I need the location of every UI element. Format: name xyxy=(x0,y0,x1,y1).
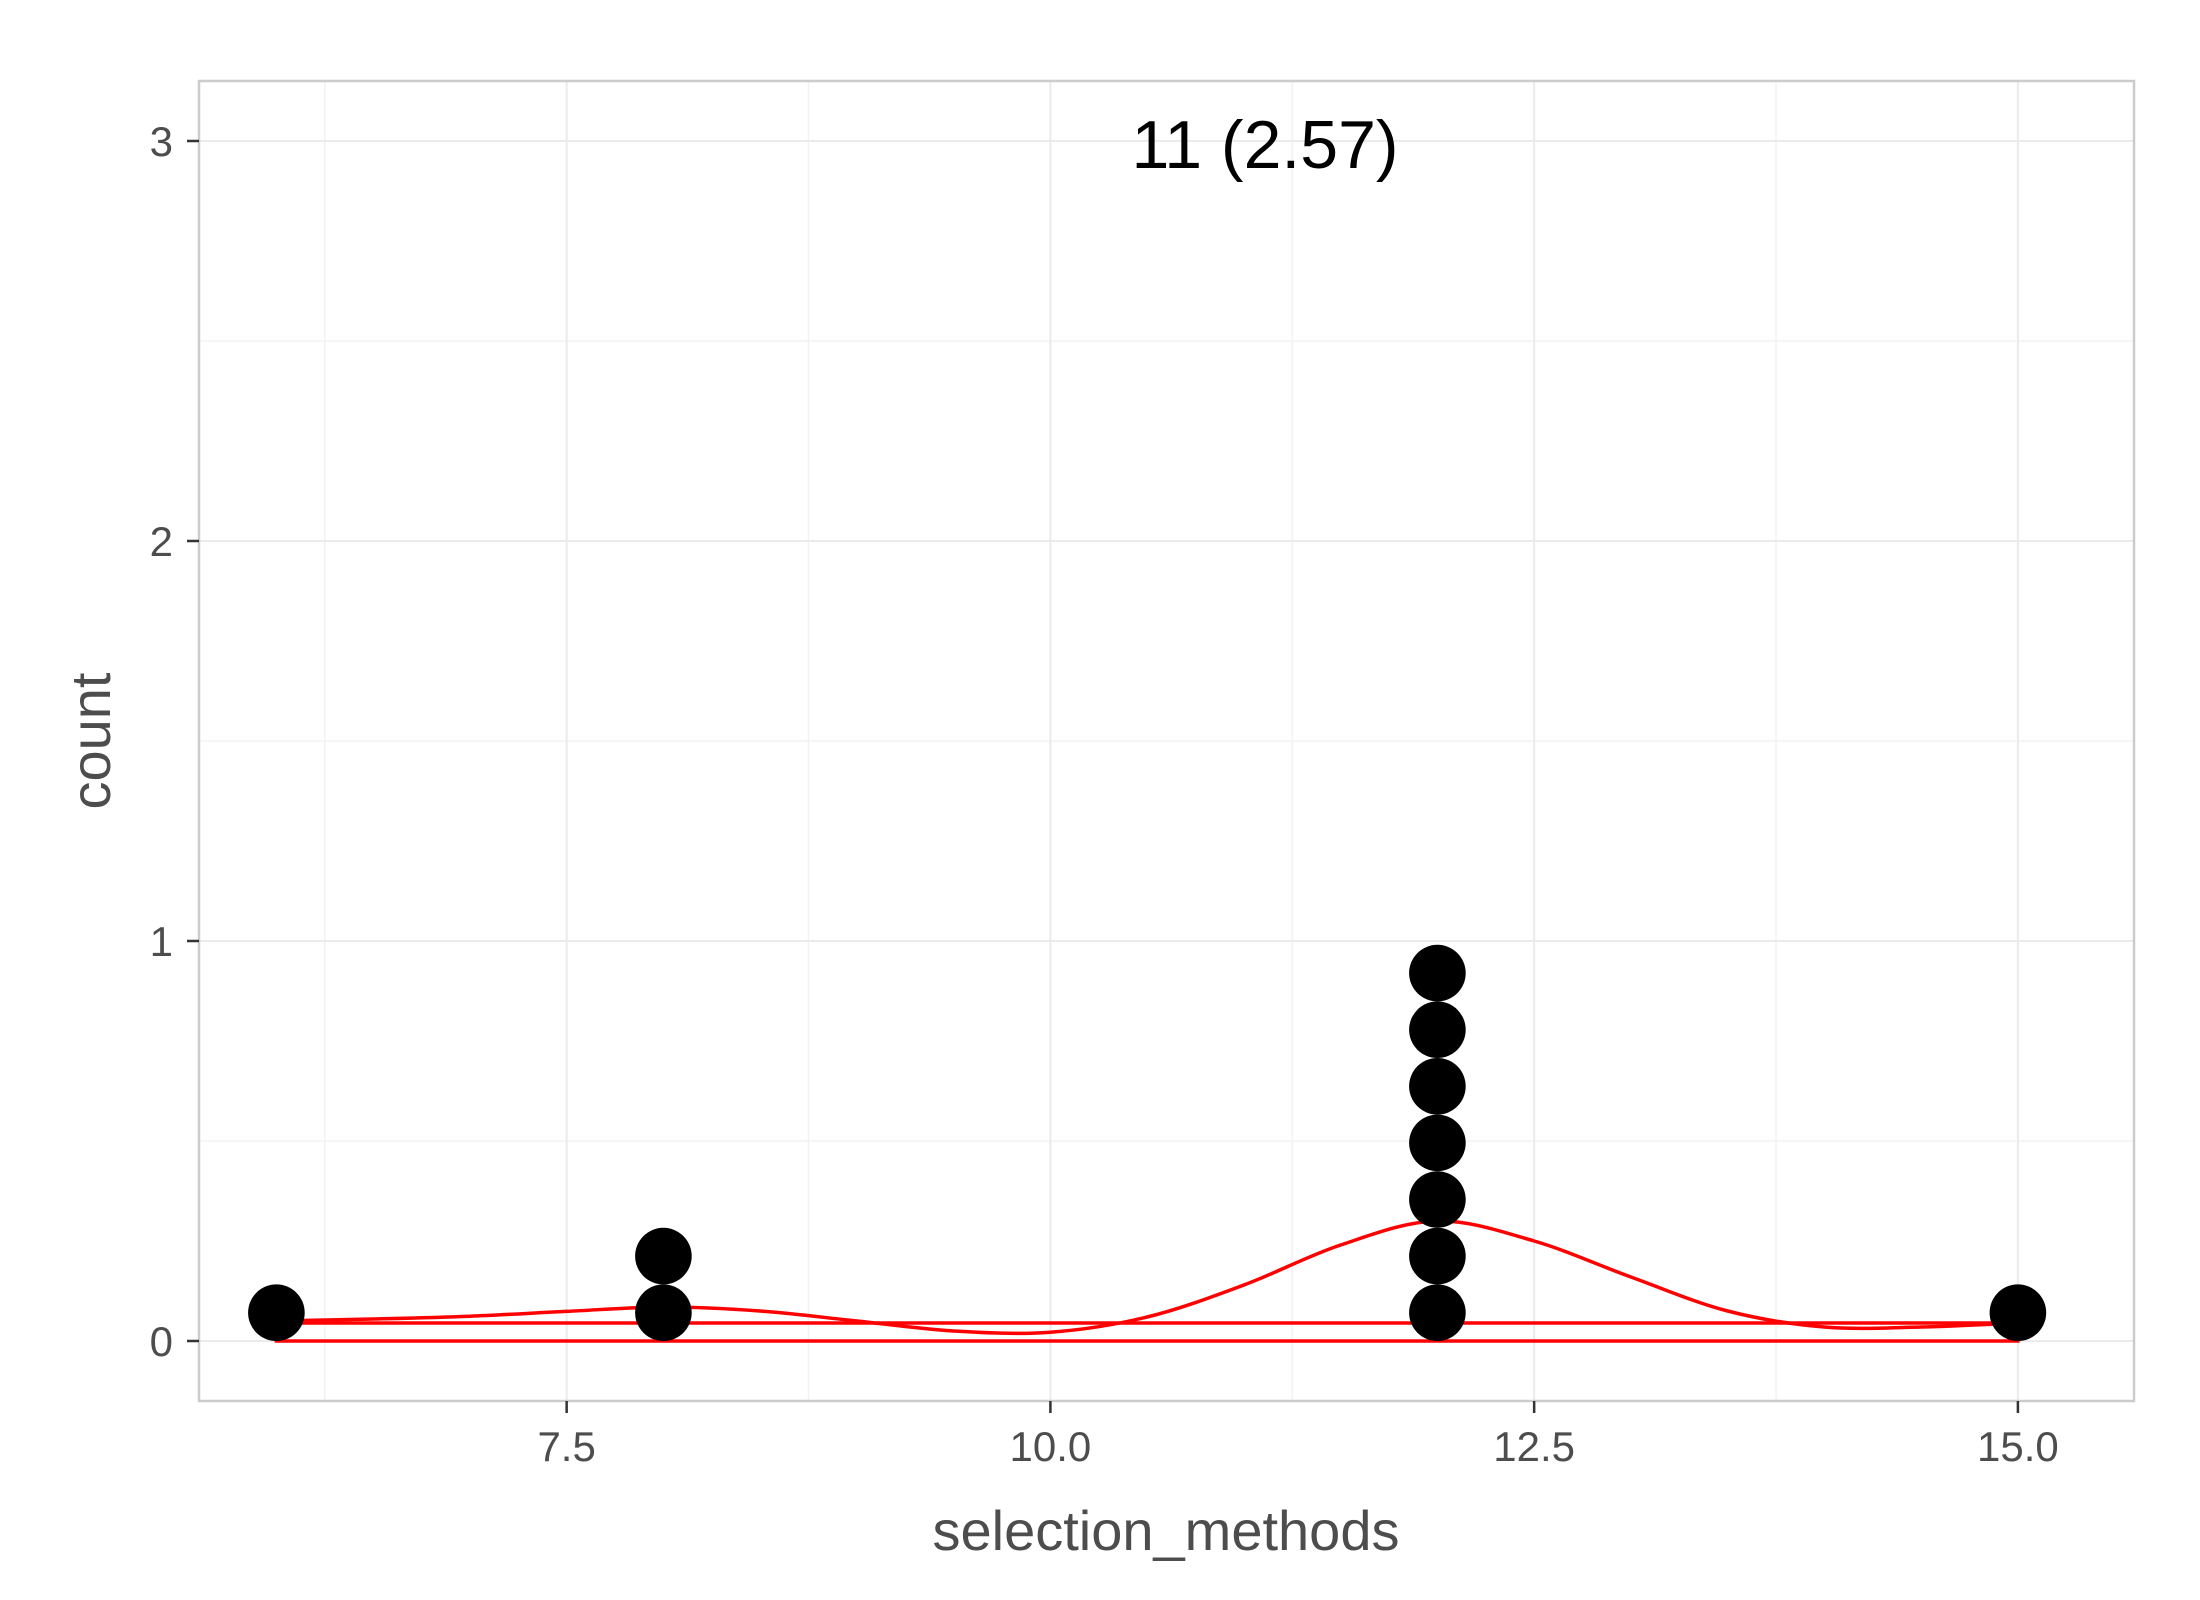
dot xyxy=(1409,1058,1466,1115)
dot xyxy=(1989,1284,2047,1341)
x-tick-label: 12.5 xyxy=(1493,1423,1575,1470)
x-tick-label: 15.0 xyxy=(1977,1423,2059,1470)
density-curve-layer xyxy=(276,1219,2018,1336)
panel-border xyxy=(197,79,2136,1403)
density-curve xyxy=(276,1219,2018,1336)
dot xyxy=(1409,1001,1466,1058)
y-tick-label: 0 xyxy=(150,1318,173,1365)
dot xyxy=(1409,1114,1466,1172)
y-axis-title: count xyxy=(59,672,122,809)
dot xyxy=(635,1227,692,1285)
dot xyxy=(1409,1284,1466,1341)
axis-ticks xyxy=(187,139,2020,1413)
x-tick-label: 7.5 xyxy=(537,1423,595,1470)
dot xyxy=(248,1284,305,1341)
dot xyxy=(1409,944,1466,1002)
x-tick-label: 10.0 xyxy=(1010,1423,1092,1470)
y-tick-label: 3 xyxy=(150,118,173,165)
x-axis-title: selection_methods xyxy=(933,1499,1400,1562)
dot xyxy=(1409,1227,1466,1285)
dot xyxy=(1409,1171,1466,1228)
chart-annotation: 11 (2.57) xyxy=(1131,107,1398,183)
minor-gridlines xyxy=(199,81,2134,1401)
dot xyxy=(635,1284,692,1341)
dots-layer xyxy=(248,944,2047,1341)
axis-tick-labels: 7.5 10.0 12.5 15.0 0 1 2 3 xyxy=(150,118,2059,1470)
y-tick-label: 2 xyxy=(150,518,173,565)
y-tick-label: 1 xyxy=(150,918,173,965)
